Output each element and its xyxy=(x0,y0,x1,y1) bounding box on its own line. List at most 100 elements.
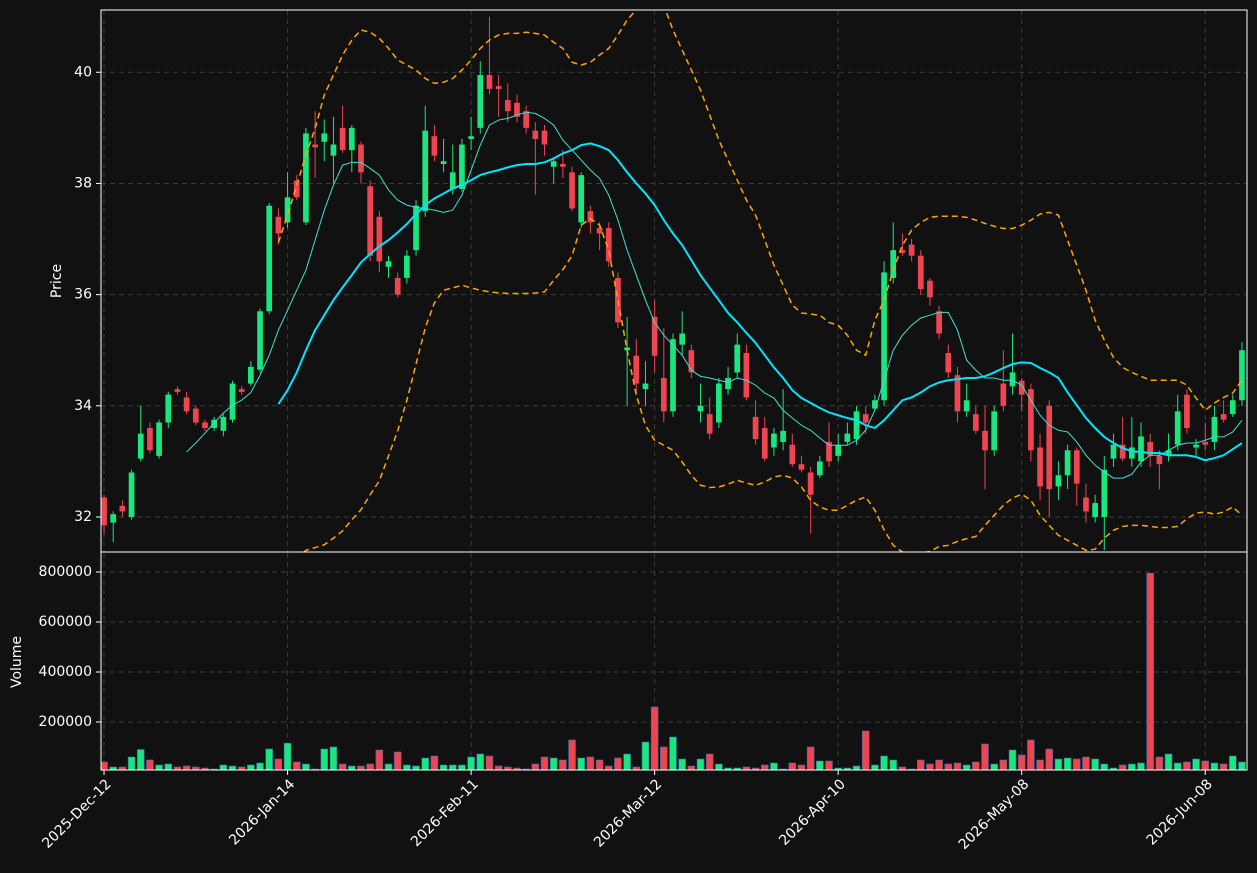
y-tick-label: 34 xyxy=(74,398,92,414)
volume-bar xyxy=(265,748,273,770)
volume-bar xyxy=(338,763,347,770)
indicator-line xyxy=(277,142,1243,462)
volume-bar xyxy=(146,759,154,770)
volume-bar xyxy=(421,757,429,770)
volume-bar xyxy=(393,751,402,770)
candle-body xyxy=(431,136,438,156)
candle-body xyxy=(651,316,658,356)
candle-body xyxy=(541,130,548,145)
volume-bar xyxy=(705,753,714,770)
volume-bar xyxy=(761,764,769,770)
candle-body xyxy=(670,339,676,412)
volume-bar xyxy=(898,766,907,770)
candle-body xyxy=(761,428,768,459)
candle-body xyxy=(569,172,575,209)
candle-body xyxy=(890,250,897,278)
candle-body xyxy=(624,347,630,351)
volume-bar xyxy=(797,764,806,770)
candle-body xyxy=(1229,400,1236,415)
volume-bar xyxy=(770,762,778,770)
candle-body xyxy=(495,86,502,89)
volume-bar xyxy=(1238,761,1246,770)
volume-bar xyxy=(256,762,264,770)
volume-bar xyxy=(366,763,374,770)
candle-body xyxy=(1165,450,1172,456)
volume-bar xyxy=(972,761,980,770)
volume-bar xyxy=(1183,761,1191,770)
volume-bar xyxy=(283,742,292,770)
candle-body xyxy=(734,344,741,373)
candle-body xyxy=(578,175,585,223)
candle-body xyxy=(587,211,594,223)
candle-body xyxy=(963,400,970,412)
candle-body xyxy=(156,422,162,456)
volume-bar xyxy=(449,764,457,770)
indicator-line xyxy=(302,217,1243,552)
candle-body xyxy=(1000,383,1007,406)
volume-bar xyxy=(412,765,420,770)
candle-body xyxy=(743,352,750,398)
volume-bar xyxy=(118,766,127,770)
x-tick-label: 2025-Dec-12 xyxy=(39,776,114,851)
candle-body xyxy=(229,383,236,420)
volume-bar xyxy=(1008,749,1017,770)
candle-body xyxy=(972,414,979,431)
volume-bar xyxy=(348,765,356,770)
candle-body xyxy=(137,433,144,459)
volume-bar xyxy=(1192,758,1200,770)
y-tick-label: 38 xyxy=(74,175,92,191)
volume-bar xyxy=(1017,754,1026,770)
volume-bar xyxy=(816,760,824,770)
volume-bar xyxy=(559,759,567,770)
candle-body xyxy=(679,333,686,345)
candle-body xyxy=(1184,394,1190,429)
volume-bar xyxy=(237,766,246,770)
volume-bar xyxy=(531,763,540,770)
candle-body xyxy=(119,505,126,512)
volume-bar xyxy=(595,759,604,770)
candle-body xyxy=(780,430,786,442)
candle-body xyxy=(385,261,392,267)
candle-body xyxy=(899,250,906,253)
candle-body xyxy=(872,400,878,409)
volume-bar xyxy=(219,764,228,770)
volume-bar xyxy=(733,767,741,770)
candle-body xyxy=(165,394,172,423)
candle-body xyxy=(862,414,869,423)
volume-bar xyxy=(715,763,723,770)
volume-bar xyxy=(687,765,696,770)
candle-body xyxy=(1018,380,1025,395)
candle-body xyxy=(826,441,832,462)
volume-bar xyxy=(834,767,842,770)
candle-body xyxy=(330,144,337,156)
candle-body xyxy=(660,378,667,412)
candle-body xyxy=(413,205,419,251)
y-axis-label: Price xyxy=(49,264,65,298)
candle-body xyxy=(348,127,355,151)
volume-bar xyxy=(228,765,237,770)
candle-body xyxy=(422,130,429,212)
volume-bar xyxy=(614,757,622,770)
candle-body xyxy=(881,272,887,401)
candle-body xyxy=(523,111,530,128)
volume-bar xyxy=(439,764,448,770)
volume-bar xyxy=(678,758,686,770)
candle-body xyxy=(954,375,961,412)
candle-body xyxy=(1156,455,1163,465)
candle-body xyxy=(945,352,952,373)
volume-bar xyxy=(852,765,861,770)
volume-tick-label: 400000 xyxy=(39,664,92,680)
candle-body xyxy=(1009,372,1016,387)
volume-bar xyxy=(724,767,732,770)
volume-bar xyxy=(999,759,1008,770)
candle-body xyxy=(1202,441,1209,445)
volume-bar xyxy=(173,766,182,770)
volume-bar xyxy=(485,755,494,770)
volume-bar xyxy=(1146,572,1154,770)
volume-bar xyxy=(880,755,888,770)
volume-bar xyxy=(201,767,209,770)
volume-bar xyxy=(650,706,659,770)
candle-body xyxy=(1174,411,1181,445)
x-tick-label: 2026-Jun-08 xyxy=(1144,776,1216,848)
